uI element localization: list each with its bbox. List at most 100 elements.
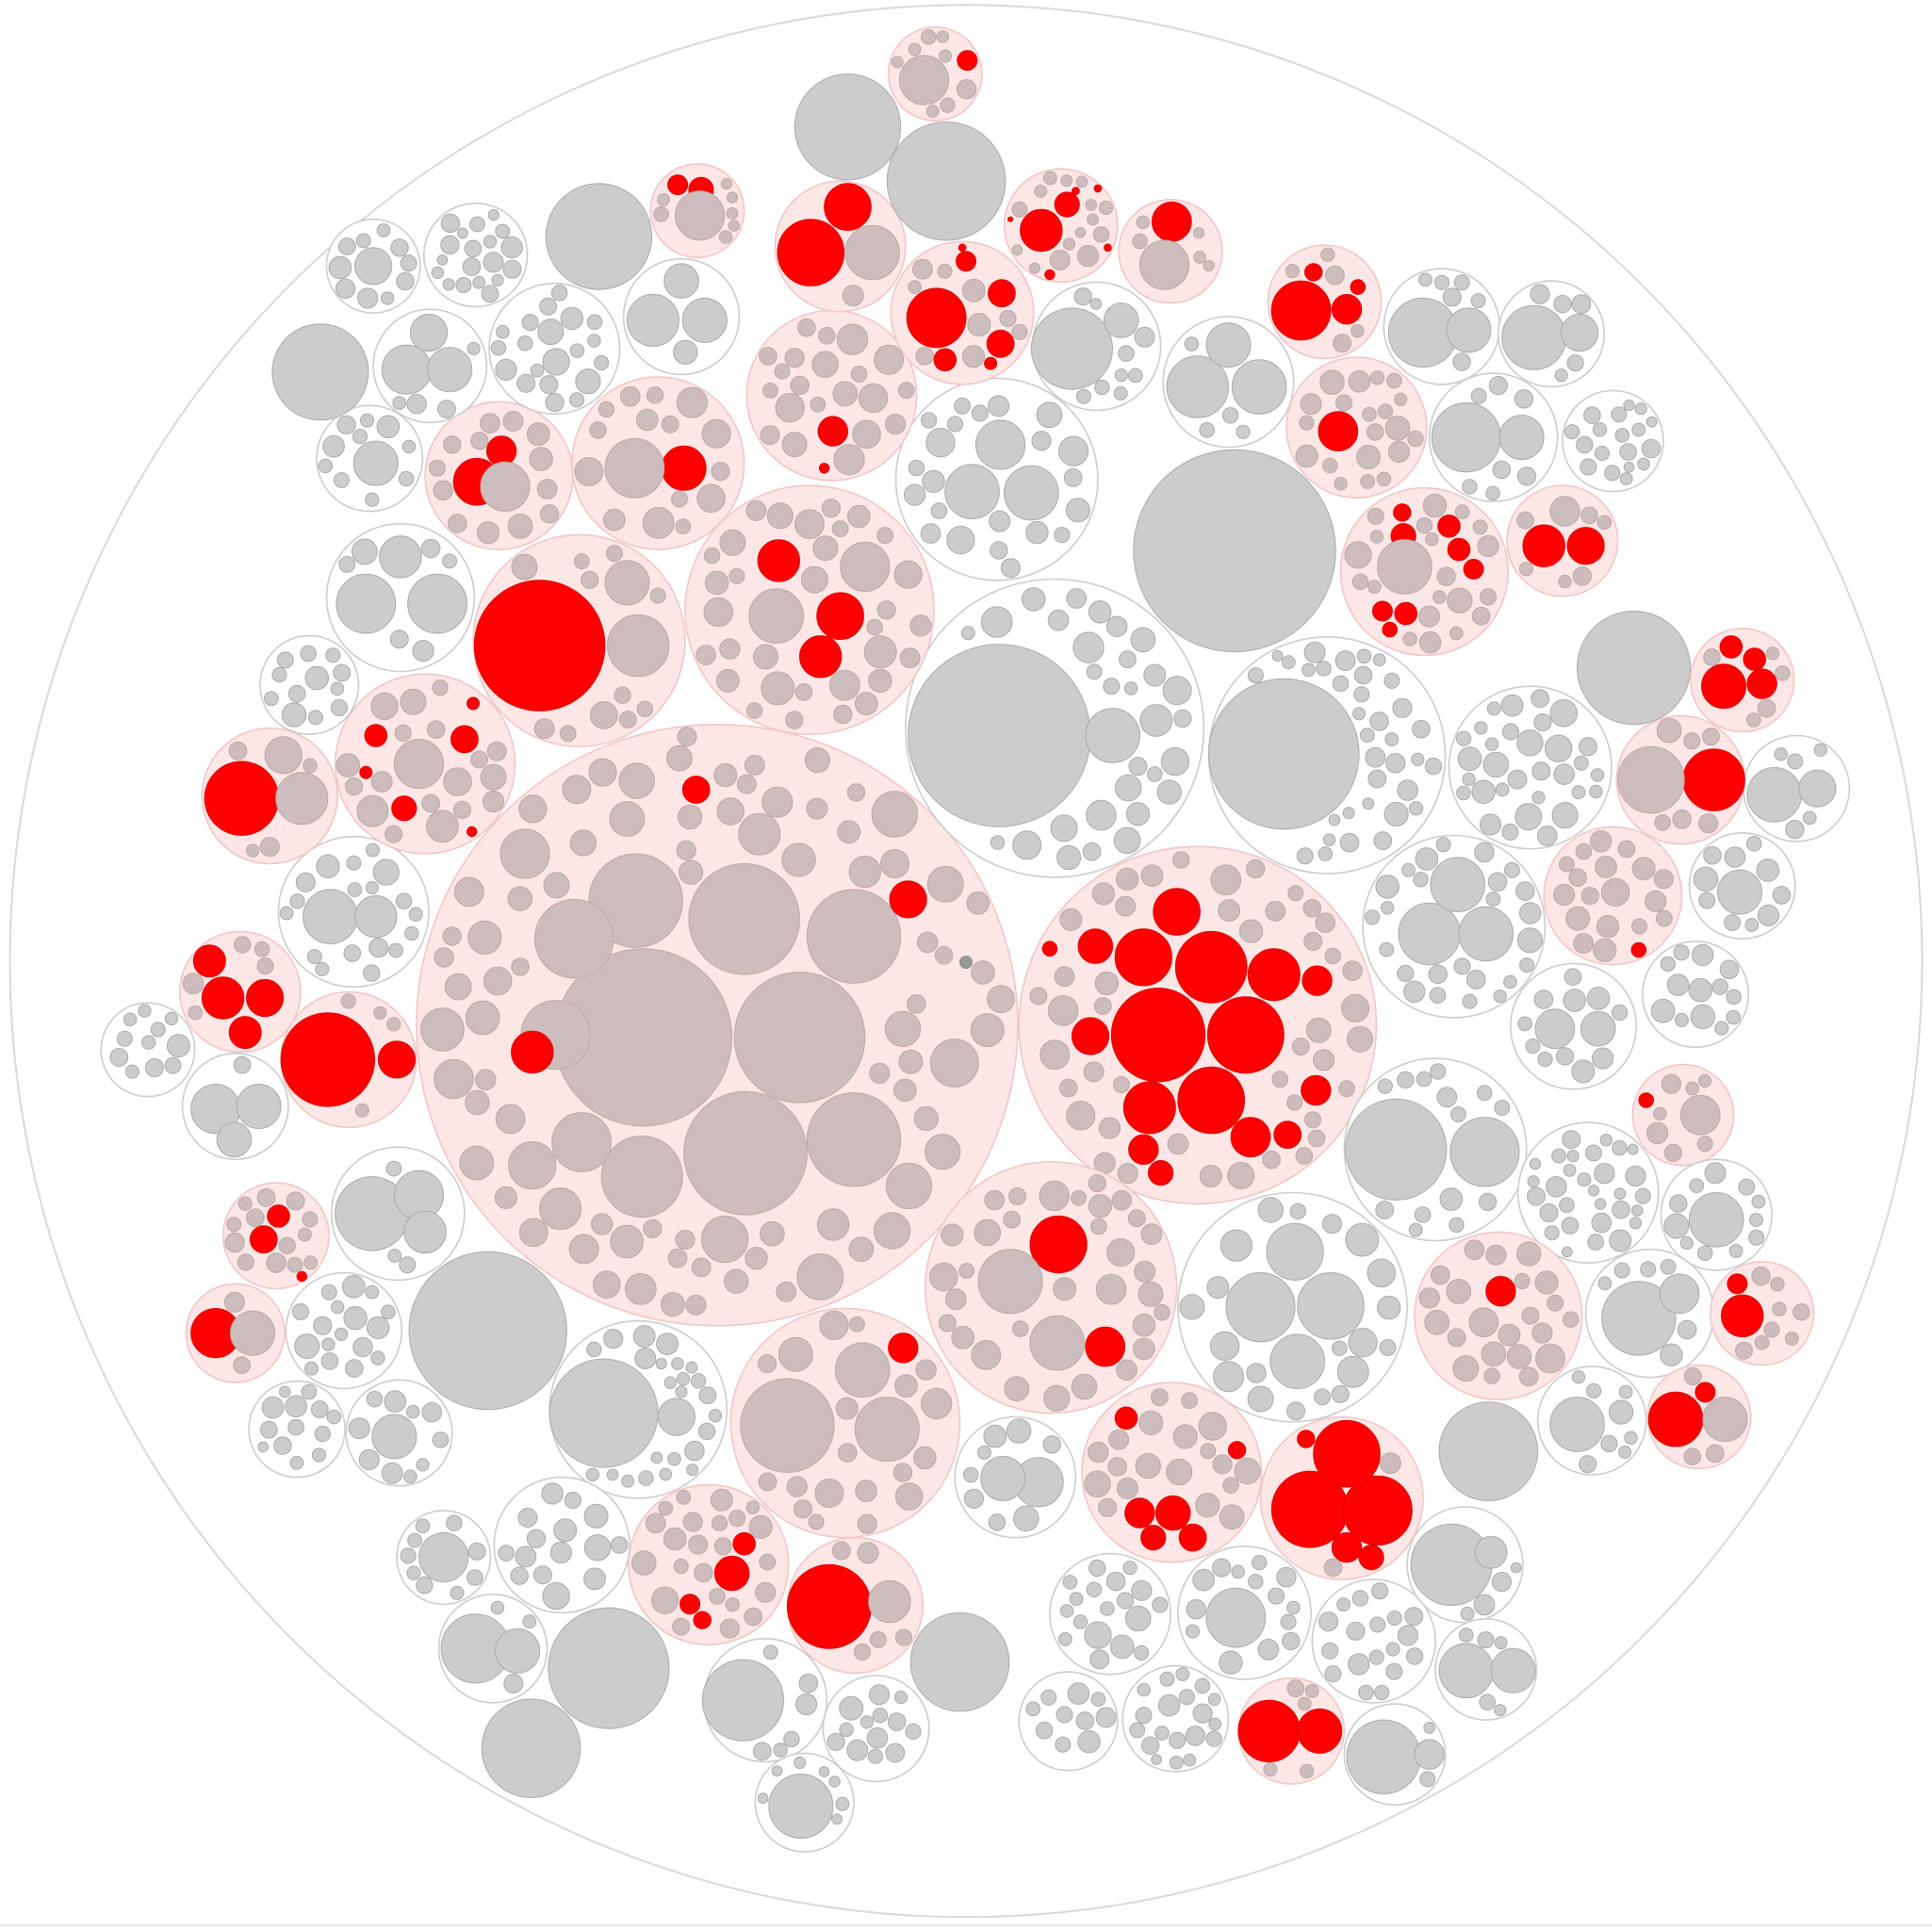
leaf-circle bbox=[1487, 872, 1508, 892]
leaf-circle bbox=[1116, 867, 1139, 891]
leaf-circle bbox=[960, 626, 975, 641]
leaf-circle bbox=[1062, 1575, 1078, 1590]
leaf-circle bbox=[1403, 980, 1426, 1004]
leaf-circle bbox=[376, 223, 391, 237]
leaf-circle bbox=[1587, 1234, 1605, 1251]
leaf-circle bbox=[259, 837, 280, 858]
leaf-circle bbox=[406, 1404, 420, 1419]
leaf-circle bbox=[1360, 728, 1375, 744]
leaf-circle bbox=[1362, 406, 1377, 422]
leaf-circle bbox=[1369, 530, 1384, 544]
leaf-circle bbox=[676, 386, 709, 418]
leaf-circle bbox=[490, 1600, 505, 1615]
group-34 bbox=[1177, 1546, 1312, 1680]
leaf-circle bbox=[1113, 826, 1141, 855]
group-73 bbox=[570, 376, 745, 550]
leaf-circle bbox=[1546, 1176, 1567, 1198]
group-15 bbox=[1743, 734, 1851, 842]
leaf-circle bbox=[1596, 515, 1613, 531]
leaf-circle bbox=[389, 630, 409, 649]
leaf-circle bbox=[1345, 1098, 1448, 1201]
leaf-circle bbox=[653, 205, 669, 222]
leaf-circle bbox=[1220, 1229, 1253, 1262]
leaf-circle bbox=[1462, 479, 1478, 495]
leaf-circle bbox=[884, 1010, 922, 1048]
leaf-circle bbox=[847, 504, 871, 529]
leaf-circle bbox=[761, 671, 795, 706]
leaf-circle bbox=[1590, 768, 1605, 782]
leaf-circle bbox=[849, 1316, 865, 1333]
leaf-circle bbox=[837, 820, 861, 844]
leaf-circle bbox=[1334, 477, 1348, 491]
highlight-leaf-circle bbox=[1054, 191, 1080, 218]
leaf-circle bbox=[1058, 1078, 1078, 1098]
leaf-circle bbox=[1551, 1148, 1566, 1164]
leaf-circle bbox=[1563, 1311, 1580, 1328]
leaf-circle bbox=[508, 1141, 557, 1190]
leaf-circle bbox=[507, 886, 532, 911]
leaf-circle bbox=[719, 529, 746, 556]
leaf-circle bbox=[833, 444, 865, 476]
leaf-circle bbox=[951, 1325, 975, 1349]
leaf-circle bbox=[941, 1223, 964, 1247]
leaf-circle bbox=[123, 1012, 138, 1027]
leaf-circle bbox=[1071, 1189, 1087, 1206]
highlight-leaf-circle bbox=[667, 174, 689, 196]
leaf-circle bbox=[976, 1445, 991, 1460]
leaf-circle bbox=[1212, 1454, 1233, 1475]
leaf-circle bbox=[835, 1796, 850, 1811]
leaf-circle bbox=[1083, 1061, 1105, 1083]
highlight-leaf-circle bbox=[1071, 1017, 1110, 1055]
leaf-circle bbox=[676, 1490, 692, 1505]
leaf-circle bbox=[885, 414, 907, 435]
leaf-circle bbox=[1770, 1277, 1785, 1292]
leaf-circle bbox=[771, 1765, 783, 1777]
leaf-circle bbox=[370, 771, 393, 793]
leaf-circle bbox=[1336, 1597, 1351, 1611]
leaf-circle bbox=[755, 1581, 777, 1603]
leaf-circle bbox=[569, 829, 597, 857]
leaf-circle bbox=[1291, 1038, 1310, 1055]
leaf-circle bbox=[1043, 1384, 1071, 1413]
leaf-circle bbox=[1631, 422, 1646, 437]
leaf-circle bbox=[915, 347, 935, 366]
leaf-circle bbox=[1127, 1209, 1146, 1228]
leaf-circle bbox=[1611, 1004, 1629, 1022]
leaf-circle bbox=[752, 1742, 772, 1761]
leaf-circle bbox=[1745, 836, 1762, 852]
leaf-circle bbox=[634, 1348, 657, 1369]
leaf-circle bbox=[398, 470, 415, 487]
leaf-circle bbox=[1398, 902, 1461, 966]
leaf-circle bbox=[1385, 1662, 1403, 1680]
leaf-circle bbox=[703, 597, 734, 628]
leaf-circle bbox=[1341, 993, 1370, 1023]
leaf-circle bbox=[298, 1227, 312, 1242]
leaf-circle bbox=[286, 1191, 305, 1211]
leaf-circle bbox=[1433, 590, 1447, 604]
leaf-circle bbox=[921, 1387, 953, 1420]
leaf-circle bbox=[602, 508, 626, 532]
leaf-circle bbox=[1374, 1685, 1390, 1701]
group-61 bbox=[181, 1053, 289, 1161]
highlight-leaf-circle bbox=[933, 348, 958, 372]
leaf-circle bbox=[1656, 909, 1673, 927]
leaf-circle bbox=[988, 1513, 1007, 1531]
leaf-circle bbox=[1554, 368, 1568, 383]
leaf-circle bbox=[925, 1134, 961, 1170]
highlight-leaf-circle bbox=[467, 696, 480, 711]
leaf-circle bbox=[1754, 1334, 1770, 1350]
leaf-circle bbox=[1495, 782, 1510, 797]
leaf-circle bbox=[1332, 1340, 1348, 1357]
leaf-circle bbox=[1302, 662, 1316, 678]
leaf-circle bbox=[1303, 641, 1326, 663]
leaf-circle bbox=[1470, 293, 1486, 309]
leaf-circle bbox=[1416, 1071, 1433, 1088]
group-86 bbox=[886, 121, 1007, 241]
leaf-circle bbox=[966, 891, 990, 915]
leaf-circle bbox=[1222, 1477, 1239, 1494]
leaf-circle bbox=[1438, 1643, 1495, 1699]
leaf-circle bbox=[1418, 630, 1442, 654]
leaf-circle bbox=[1205, 1730, 1222, 1747]
leaf-circle bbox=[1269, 1333, 1325, 1389]
leaf-circle bbox=[1637, 457, 1650, 471]
